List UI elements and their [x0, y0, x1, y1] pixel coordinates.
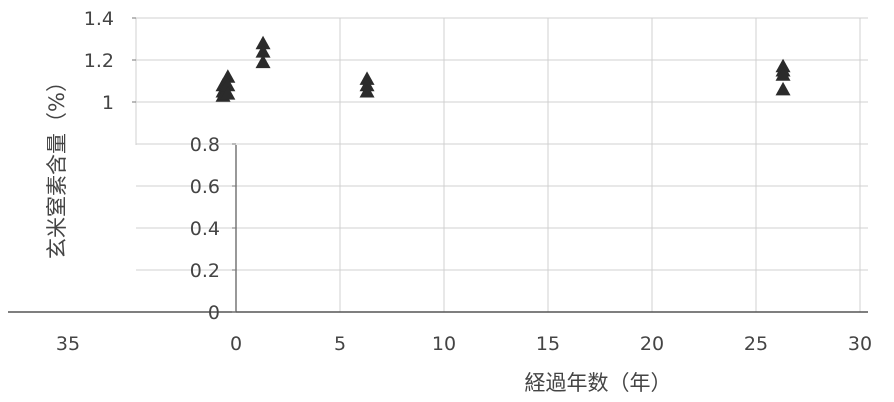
x-tick-label: 10	[432, 333, 456, 355]
data-point	[220, 86, 236, 100]
grid	[135, 17, 868, 312]
x-tick-label: 0	[230, 333, 242, 355]
x-axis-title: 経過年数（年）	[525, 371, 672, 395]
x-tick-label: 20	[640, 333, 664, 355]
y-tick-label: 0.2	[190, 260, 220, 282]
y-tick-label: 1.4	[84, 8, 114, 30]
x-tick-label: 15	[536, 333, 560, 355]
data-point	[255, 54, 271, 69]
x-tick-label: 35	[56, 333, 80, 355]
y-tick-label: 0.8	[190, 134, 220, 156]
data-point	[775, 67, 791, 81]
data-point	[220, 69, 236, 83]
y-axis-title: 玄米窒素含量（%）	[45, 71, 69, 259]
data-point	[359, 84, 375, 98]
y-tick-label: 1	[102, 92, 114, 114]
y-tick-label: 0.6	[190, 176, 220, 198]
data-point	[255, 44, 271, 58]
y-tick-label: 0	[208, 302, 220, 324]
x-tick-label: 5	[334, 333, 346, 355]
data-point	[220, 77, 236, 92]
y-tick-label: 1.2	[84, 50, 114, 72]
tick-labels: 0 0.2 0.4 0.6 0.8 1 1.2 1.4 35 0 5 10 15 20 25 30	[56, 8, 872, 355]
data-point	[775, 81, 791, 96]
x-tick-label: 25	[744, 333, 768, 355]
axes	[8, 17, 868, 313]
data-points	[215, 35, 791, 102]
data-point	[255, 35, 271, 50]
x-tick-label: 30	[848, 333, 872, 355]
y-tick-label: 0.4	[190, 218, 220, 240]
